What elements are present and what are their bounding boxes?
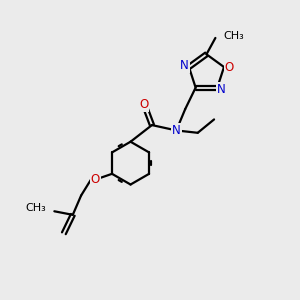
Text: O: O	[139, 98, 148, 111]
Text: N: N	[180, 59, 189, 72]
Text: O: O	[225, 61, 234, 74]
Text: N: N	[172, 124, 181, 137]
Text: CH₃: CH₃	[25, 203, 46, 213]
Text: O: O	[90, 173, 100, 186]
Text: N: N	[217, 82, 225, 96]
Text: CH₃: CH₃	[224, 31, 244, 40]
